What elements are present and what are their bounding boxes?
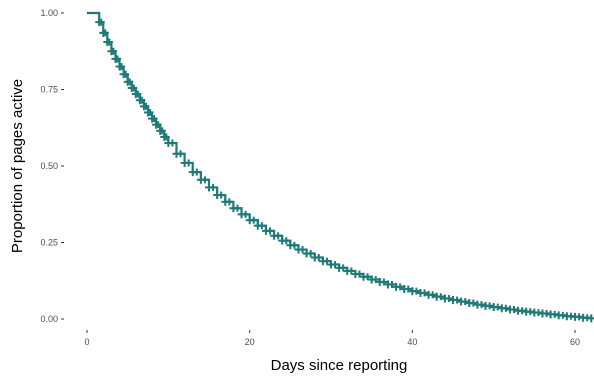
censor-mark <box>421 289 429 297</box>
censor-mark <box>168 139 176 147</box>
censor-mark <box>130 84 138 92</box>
y-axis-title: Proportion of pages active <box>9 79 26 253</box>
censor-mark <box>177 150 185 158</box>
censor-mark <box>193 168 201 176</box>
censor-mark <box>453 296 461 304</box>
censor-mark <box>126 78 134 86</box>
censor-mark <box>282 237 290 245</box>
plot-area <box>87 11 594 323</box>
y-tick-label: 0.50 <box>40 161 58 171</box>
censor-mark <box>209 183 217 191</box>
censor-mark <box>101 29 109 37</box>
censor-mark <box>233 204 241 212</box>
censor-mark <box>445 294 453 302</box>
y-tick-label: 0.75 <box>40 85 58 95</box>
censor-mark <box>510 306 518 314</box>
censor-mark <box>461 298 469 306</box>
censor-mark <box>339 264 347 272</box>
y-tick-label: 0.00 <box>40 314 58 324</box>
censor-mark <box>315 253 323 261</box>
survival-step-line <box>87 11 593 319</box>
censor-mark <box>429 291 437 299</box>
x-axis-title: Days since reporting <box>271 357 408 374</box>
censor-mark <box>404 285 412 293</box>
x-tick-label: 40 <box>407 337 417 347</box>
censor-mark <box>396 283 404 291</box>
censor-mark <box>502 304 510 312</box>
censor-mark <box>162 133 170 141</box>
censor-mark <box>290 241 298 249</box>
censor-mark <box>150 115 158 123</box>
censor-mark <box>142 102 150 110</box>
censor-mark <box>372 276 380 284</box>
censor-mark <box>134 90 142 98</box>
y-axis: 0.00 0.25 0.50 0.75 1.00 <box>40 8 64 324</box>
censor-mark <box>258 222 266 230</box>
censor-mark <box>217 191 225 199</box>
censor-mark <box>242 210 250 218</box>
censor-mark <box>364 273 372 281</box>
x-axis: 0 20 40 60 <box>84 330 580 347</box>
censor-mark <box>250 216 258 224</box>
censor-mark <box>469 299 477 307</box>
censor-mark <box>494 303 502 311</box>
censor-mark <box>347 267 355 275</box>
y-tick-label: 0.25 <box>40 238 58 248</box>
censor-mark <box>158 127 166 135</box>
censor-mark <box>323 257 331 265</box>
y-tick-label: 1.00 <box>40 8 58 18</box>
censor-mark <box>299 246 307 254</box>
censor-mark <box>331 261 339 269</box>
censor-mark <box>380 278 388 286</box>
censor-mark <box>437 293 445 301</box>
censor-mark <box>225 198 233 206</box>
censor-mark <box>105 38 113 46</box>
censor-mark <box>185 159 193 167</box>
censor-mark <box>122 70 130 78</box>
censor-mark <box>388 280 396 288</box>
censor-mark <box>587 314 594 323</box>
x-tick-label: 60 <box>570 337 580 347</box>
censor-mark <box>146 108 154 116</box>
censor-mark <box>109 47 117 55</box>
censor-mark <box>201 176 209 184</box>
censor-mark <box>97 18 105 26</box>
censor-mark <box>307 250 315 258</box>
censor-mark <box>355 270 363 278</box>
censor-mark <box>114 55 121 63</box>
censor-mark <box>477 301 485 309</box>
censor-mark <box>138 96 146 104</box>
censor-mark <box>266 227 274 235</box>
censor-mark <box>274 232 282 240</box>
censor-mark <box>412 287 420 295</box>
x-tick-label: 0 <box>84 337 89 347</box>
censor-mark <box>118 63 126 71</box>
censor-mark <box>154 121 162 129</box>
x-tick-label: 20 <box>245 337 255 347</box>
censor-mark <box>486 302 494 310</box>
